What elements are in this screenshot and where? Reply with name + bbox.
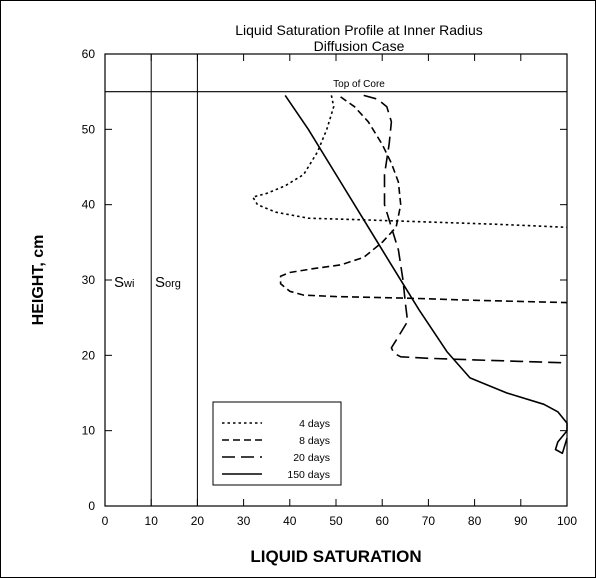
y-tick-label: 20 [82,348,96,362]
x-tick-label: 100 [557,514,577,528]
legend-items: 4 days 8 days 20 days 150 days [222,418,330,481]
sorg-label: Sorg [155,274,181,291]
legend-label: 20 days [293,452,330,464]
series-line-8-days [279,96,568,304]
series-line-20-days [363,94,568,364]
swi-label-base: S [114,274,124,291]
series-lines [252,94,568,455]
legend-label: 150 days [287,469,330,481]
x-axis-label: LIQUID SATURATION [250,547,421,566]
y-tick-label: 60 [82,47,96,61]
x-tick-label: 20 [191,514,205,528]
sorg-label-base: S [155,274,165,291]
x-tick-label: 70 [422,514,436,528]
x-tick-label: 0 [102,514,109,528]
series-line-150-days [284,94,568,455]
legend: 4 days 8 days 20 days 150 days [212,401,342,486]
y-tick-label: 30 [82,273,96,287]
swi-label-sub: wi [123,278,134,290]
x-tick-label: 50 [329,514,343,528]
legend-label: 8 days [299,435,330,447]
y-tick-label: 50 [82,122,96,136]
x-tick-label: 60 [376,514,390,528]
x-tick-label: 30 [237,514,251,528]
legend-label: 4 days [299,418,330,430]
chart-title: Liquid Saturation Profile at Inner Radiu… [235,22,482,38]
series-line-4-days [252,95,568,229]
y-tick-label: 0 [88,499,95,513]
x-tick-label: 10 [145,514,159,528]
swi-label: Swi [114,274,134,291]
x-tick-label: 40 [283,514,297,528]
x-tick-label: 80 [468,514,482,528]
top-of-core-label: Top of Core [333,79,385,90]
y-tick-label: 40 [82,198,96,212]
reference-lines [105,54,567,506]
chart-subtitle: Diffusion Case [314,38,405,54]
axis-ticks: 0 10 20 30 40 50 60 70 80 90 100 0 10 20 30 40 50 60 [82,47,578,528]
y-tick-label: 10 [82,424,96,438]
y-axis-label: HEIGHT, cm [30,235,47,326]
x-tick-label: 90 [514,514,528,528]
sorg-label-sub: org [165,278,181,290]
legend-box [212,401,342,486]
